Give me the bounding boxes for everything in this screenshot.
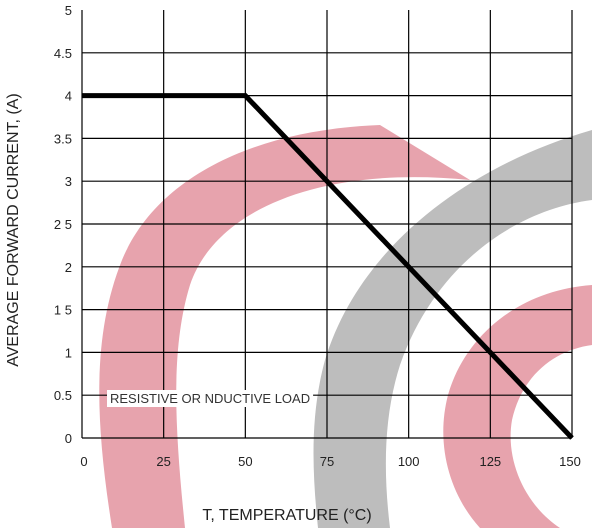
x-tick-label: 150 <box>559 454 581 469</box>
y-tick-labels: 0 0.5 1 1 5 2 2 5 3 3.5 4 4.5 5 <box>54 3 72 446</box>
y-tick-label: 5 <box>65 3 72 18</box>
derating-curve <box>82 93 574 440</box>
watermark-pink-ring <box>443 285 592 528</box>
y-tick-label: 4 <box>65 89 72 104</box>
y-axis-title: AVERAGE FORWARD CURRENT, (A) <box>5 93 22 367</box>
load-annotation: RESISTIVE OR NDUCTIVE LOAD <box>110 391 310 406</box>
x-tick-label: 75 <box>320 454 334 469</box>
annotation-backing <box>107 390 314 407</box>
watermark-gray-arc <box>313 130 592 528</box>
x-tick-labels: 0 25 50 75 100 125 150 <box>80 454 580 469</box>
y-tick-label: 0 <box>65 431 72 446</box>
x-axis-title: T, TEMPERATURE (°C) <box>202 507 371 524</box>
grid <box>81 10 573 439</box>
x-tick-label: 0 <box>80 454 87 469</box>
x-tick-label: 125 <box>479 454 501 469</box>
y-tick-label: 4.5 <box>54 46 72 61</box>
watermark-logo <box>99 125 592 528</box>
y-tick-label: 2 <box>65 260 72 275</box>
y-tick-label: 1 5 <box>54 303 72 318</box>
x-tick-label: 100 <box>398 454 420 469</box>
series-group <box>82 93 574 440</box>
x-tick-label: 50 <box>238 454 252 469</box>
y-tick-label: 2 5 <box>54 217 72 232</box>
x-tick-label: 25 <box>156 454 170 469</box>
y-tick-label: 3.5 <box>54 131 72 146</box>
y-tick-label: 0.5 <box>54 388 72 403</box>
watermark-pink-arc <box>99 125 471 528</box>
y-tick-label: 1 <box>65 345 72 360</box>
y-tick-label: 3 <box>65 174 72 189</box>
